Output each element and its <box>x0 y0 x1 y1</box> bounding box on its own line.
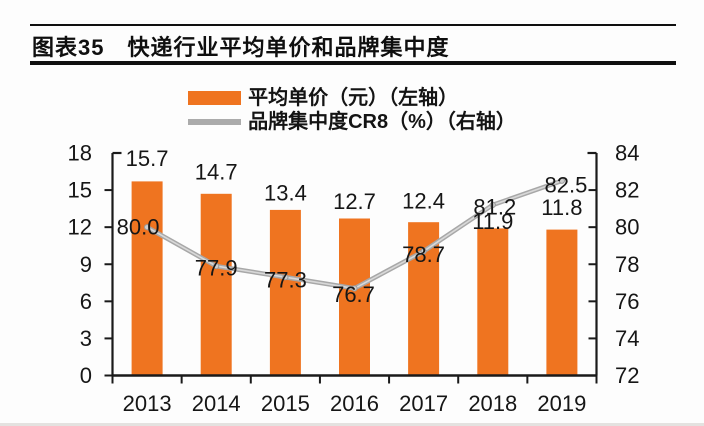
bar-2017 <box>408 222 440 376</box>
bar-2013 <box>131 181 163 376</box>
left-axis-tick-label: 6 <box>80 289 92 314</box>
right-axis-tick-label: 78 <box>615 252 639 277</box>
title-rule-top <box>30 24 676 26</box>
right-axis-tick-label: 80 <box>615 215 639 240</box>
cr8-label-2017: 78.7 <box>402 242 445 267</box>
cr8-point-2018 <box>489 201 496 208</box>
cr8-point-2014 <box>213 263 220 270</box>
bar-label-2013: 15.7 <box>126 146 169 171</box>
bar-2016 <box>339 218 370 376</box>
right-axis-tick-label: 82 <box>615 178 639 203</box>
legend: 平均单价（元）（左轴） 品牌集中度CR8（%）（右轴） <box>188 86 516 134</box>
bar-label-2018: 11.9 <box>472 209 513 234</box>
legend-item-avg-price: 平均单价（元）（左轴） <box>188 86 516 110</box>
x-axis-label-2017: 2017 <box>399 391 448 416</box>
cr8-label-2019: 82.5 <box>544 172 587 197</box>
left-axis-tick-label: 15 <box>68 178 92 203</box>
cr8-label-2018: 81.2 <box>473 194 516 219</box>
bar-2015 <box>269 209 301 376</box>
left-axis-tick-label: 12 <box>68 215 92 240</box>
right-axis-tick-label: 84 <box>615 141 639 166</box>
bar-label-2019: 11.8 <box>541 195 582 220</box>
bar-2019 <box>546 229 578 376</box>
legend-label-avg-price: 平均单价（元）（左轴） <box>248 87 459 109</box>
cr8-point-2013 <box>144 224 151 231</box>
legend-bar-swatch-icon <box>188 91 242 105</box>
title-rule-bottom <box>30 61 676 65</box>
cr8-label-2016: 76.7 <box>332 282 375 307</box>
x-axis-label-2014: 2014 <box>192 391 241 416</box>
cr8-point-2017 <box>420 248 427 255</box>
right-axis-tick-label: 72 <box>615 363 639 388</box>
bar-2014 <box>200 193 232 376</box>
left-axis-tick-label: 18 <box>68 141 92 166</box>
x-axis-label-2015: 2015 <box>261 391 310 416</box>
x-axis-label-2016: 2016 <box>330 391 379 416</box>
cr8-label-2015: 77.3 <box>264 268 307 293</box>
bar-label-2015: 13.4 <box>264 180 307 205</box>
bar-label-2016: 12.7 <box>333 189 376 214</box>
left-axis-tick-label: 9 <box>80 252 92 277</box>
cr8-point-2015 <box>282 274 289 281</box>
x-axis-label-2019: 2019 <box>537 391 586 416</box>
legend-label-cr8: 品牌集中度CR8（%）（右轴） <box>248 111 516 133</box>
x-axis-label-2018: 2018 <box>468 391 517 416</box>
cr8-point-2016 <box>351 285 358 292</box>
left-axis-tick-label: 3 <box>80 326 92 351</box>
left-axis-tick-label: 0 <box>80 363 92 388</box>
figure-title: 图表35 快递行业平均单价和品牌集中度 <box>32 35 450 60</box>
legend-line-swatch-icon <box>188 119 242 125</box>
right-axis-tick-label: 76 <box>615 289 639 314</box>
bar-2018 <box>477 228 509 376</box>
bar-label-2017: 12.4 <box>402 189 445 214</box>
right-axis-tick-label: 74 <box>615 326 639 351</box>
x-axis-label-2013: 2013 <box>123 391 172 416</box>
legend-item-cr8: 品牌集中度CR8（%）（右轴） <box>188 110 516 134</box>
bar-label-2014: 14.7 <box>195 159 238 184</box>
page-bottom-edge <box>0 423 704 426</box>
cr8-label-2013: 80.0 <box>117 215 160 240</box>
cr8-point-2019 <box>558 177 566 184</box>
cr8-label-2014: 77.9 <box>195 256 238 281</box>
